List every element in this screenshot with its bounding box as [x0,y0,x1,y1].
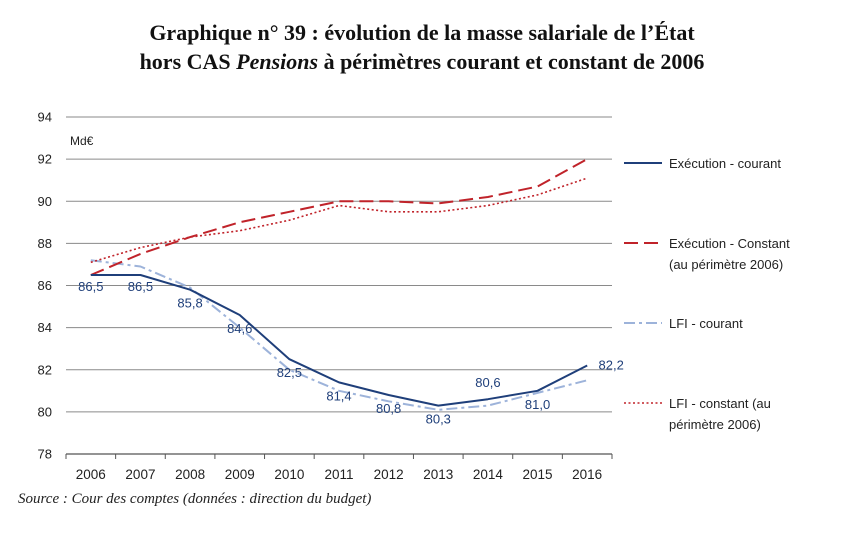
y-tick-label: 94 [38,110,52,125]
series-line [90,158,588,276]
x-tick-label: 2011 [324,467,353,482]
y-tick-label: 78 [38,447,52,462]
y-tick-label: 84 [38,320,52,335]
data-label: 81,0 [525,397,550,412]
x-tick-label: 2010 [274,467,304,482]
chart-title-line2-italic: Pensions [236,49,319,74]
x-tick-label: 2007 [125,467,155,482]
x-tick-label: 2015 [523,467,553,482]
data-label: 81,4 [326,388,351,403]
legend-label: Exécution - Constant [669,236,790,251]
y-tick-label: 86 [38,278,52,293]
legend-label: LFI - courant [669,316,743,331]
series-line [90,259,588,411]
chart-title-line2-prefix: hors CAS [139,49,237,74]
source-note: Source : Cour des comptes (données : dir… [18,491,372,507]
legend-label: LFI - constant (au [669,396,771,411]
data-label: 84,6 [227,321,252,336]
legend-label: (au périmètre 2006) [669,257,783,272]
x-tick-label: 2008 [175,467,205,482]
data-label: 82,2 [599,358,624,373]
chart-title-line2-suffix: à périmètres courant et constant de 2006 [318,49,705,74]
x-tick-label: 2014 [473,467,504,482]
unit-label: Md€ [70,134,94,148]
y-tick-label: 80 [38,404,52,419]
chart-title: Graphique n° 39 : évolution de la masse … [0,18,844,76]
chart-title-line2: hors CAS Pensions à périmètres courant e… [0,47,844,76]
data-label: 85,8 [177,296,202,311]
series-line [90,177,588,264]
y-tick-label: 88 [38,236,52,251]
x-tick-label: 2016 [572,467,602,482]
x-tick-label: 2013 [423,467,453,482]
x-tick-label: 2012 [374,467,404,482]
x-tick-label: 2009 [225,467,255,482]
data-label: 80,3 [426,412,451,427]
data-label: 80,6 [475,375,500,390]
data-label: 82,5 [277,365,302,380]
y-tick-label: 90 [38,194,52,209]
data-label: 86,5 [128,279,153,294]
data-label: 80,8 [376,401,401,416]
y-tick-label: 92 [38,152,52,167]
series-line [90,274,588,407]
legend-label: Exécution - courant [669,156,781,171]
chart-title-line1: Graphique n° 39 : évolution de la masse … [149,20,695,45]
x-tick-label: 2006 [76,467,106,482]
legend-label: périmètre 2006) [669,417,761,432]
y-tick-label: 82 [38,362,52,377]
data-label: 86,5 [78,279,103,294]
